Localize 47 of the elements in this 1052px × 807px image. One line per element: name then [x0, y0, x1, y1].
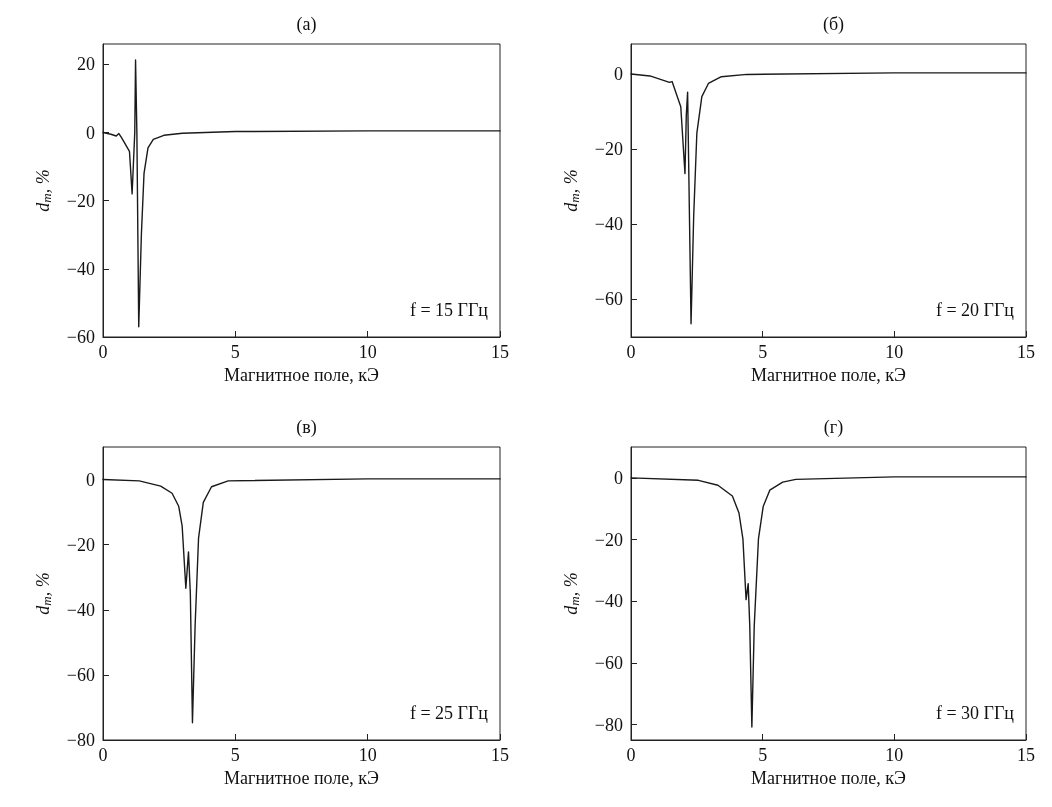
y-tick-label: 0 [86, 122, 95, 143]
x-axis-title: Магнитное поле, кЭ [751, 767, 907, 788]
y-tick-label: −80 [66, 730, 95, 750]
y-tick-label: −40 [66, 599, 95, 620]
x-axis-title: Магнитное поле, кЭ [224, 364, 380, 385]
y-tick-label: −40 [66, 258, 95, 279]
y-tick-label: 0 [614, 64, 623, 85]
x-tick-label: 15 [491, 342, 509, 362]
x-tick-label: 15 [1017, 342, 1035, 362]
y-tick-label: −20 [594, 139, 623, 160]
y-axis-title: dm, % [32, 572, 54, 615]
y-tick-label: 0 [86, 469, 95, 490]
annotation: f = 25 ГГц [409, 703, 489, 723]
y-tick-label: −40 [594, 591, 623, 612]
x-tick-label: 5 [230, 745, 240, 765]
x-axis-title: Магнитное поле, кЭ [751, 364, 907, 385]
y-tick-label: −60 [66, 327, 95, 347]
chart-title: (б) [822, 14, 845, 35]
y-tick-label: −60 [66, 664, 95, 685]
y-tick-label: 20 [77, 54, 95, 75]
y-tick-label: −20 [594, 529, 623, 550]
annotation: f = 20 ГГц [935, 300, 1015, 320]
chart-title: (в) [296, 417, 317, 438]
x-tick-label: 10 [358, 745, 377, 765]
x-tick-label: 15 [1017, 745, 1035, 765]
chart-title: (г) [823, 417, 844, 438]
x-tick-label: 10 [885, 745, 904, 765]
x-axis-title: Магнитное поле, кЭ [224, 767, 380, 788]
x-tick-label: 10 [885, 342, 904, 362]
annotation: f = 15 ГГц [409, 300, 489, 320]
y-tick-label: −80 [594, 714, 623, 735]
x-tick-label: 5 [758, 745, 768, 765]
y-tick-label: −20 [66, 534, 95, 555]
x-tick-label: 10 [358, 342, 377, 362]
x-tick-label: 5 [230, 342, 240, 362]
y-tick-label: 0 [614, 467, 623, 488]
y-tick-label: −60 [594, 652, 623, 673]
y-tick-label: −40 [594, 214, 623, 235]
x-tick-label: 15 [491, 745, 509, 765]
y-axis-title: dm, % [560, 169, 582, 212]
annotation: f = 30 ГГц [935, 703, 1015, 723]
chart-title: (а) [296, 14, 317, 35]
y-tick-label: −20 [66, 190, 95, 211]
y-tick-label: −60 [594, 289, 623, 310]
x-tick-label: 5 [758, 342, 768, 362]
y-axis-title: dm, % [560, 572, 582, 615]
y-axis-title: dm, % [32, 169, 54, 212]
